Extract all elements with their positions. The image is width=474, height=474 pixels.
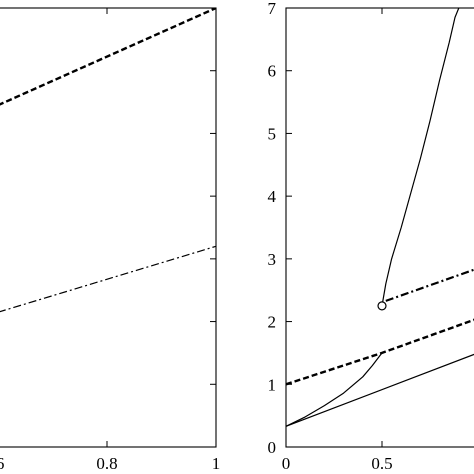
left-xtick-label-2: 0.8 xyxy=(96,454,117,473)
left-series-2-line xyxy=(0,245,216,313)
left-series-1-line xyxy=(0,8,216,106)
left-axes-frame xyxy=(0,7,217,448)
right-xtick-label-1: 0 xyxy=(282,454,291,473)
right-ytick-label-4: 3 xyxy=(268,250,277,269)
right-series-4-line xyxy=(385,268,474,302)
right-ytick-label-5: 4 xyxy=(268,187,277,206)
right-ytick-label-1: 0 xyxy=(268,438,277,457)
right-marker-1 xyxy=(377,301,387,311)
right-series-group xyxy=(286,8,474,427)
right-series-5-line xyxy=(381,8,460,307)
right-series-3-line xyxy=(286,318,474,386)
left-series-group xyxy=(0,8,216,313)
left-chart-panel: .6 0.8 1 xyxy=(0,7,221,473)
left-xtick-label-1: .6 xyxy=(0,454,4,473)
right-ytick-label-8: 7 xyxy=(268,0,277,18)
right-xtick-label-2: 0.5 xyxy=(371,454,392,473)
left-xtick-label-3: 1 xyxy=(212,454,221,473)
right-ytick-label-6: 5 xyxy=(268,124,277,143)
right-series-1-line xyxy=(286,353,474,427)
right-axes-frame xyxy=(285,7,474,448)
right-ytick-label-3: 2 xyxy=(268,313,277,332)
right-ytick-label-2: 1 xyxy=(268,375,277,394)
right-chart-panel: 00.5101234567 xyxy=(268,0,474,473)
right-series-2-line xyxy=(286,352,383,427)
right-ytick-label-7: 6 xyxy=(268,62,277,81)
